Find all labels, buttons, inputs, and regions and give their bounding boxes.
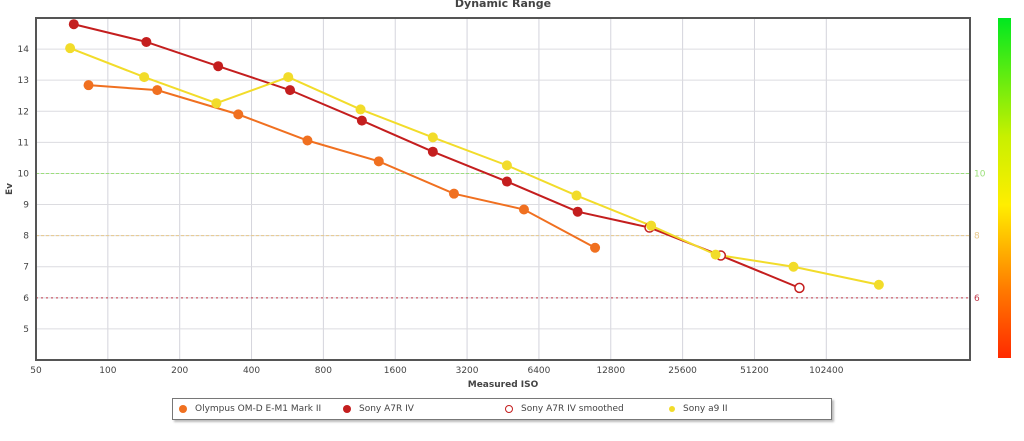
series-line bbox=[88, 84, 596, 249]
x-tick-label: 102400 bbox=[809, 366, 844, 376]
y-axis-label: Ev bbox=[5, 183, 15, 195]
data-point bbox=[873, 279, 884, 290]
legend-label: Olympus OM-D E-M1 Mark II bbox=[195, 404, 322, 414]
data-point bbox=[141, 36, 152, 47]
legend-item-olympus[interactable]: Olympus OM-D E-M1 Mark II bbox=[179, 404, 321, 414]
x-tick-label: 6400 bbox=[527, 366, 550, 376]
y-tick-label: 7 bbox=[23, 263, 29, 273]
data-point bbox=[211, 98, 222, 109]
reference-label-6: 6 bbox=[974, 294, 980, 304]
legend-marker bbox=[343, 405, 351, 413]
legend-marker bbox=[669, 406, 675, 412]
chart-title: Dynamic Range bbox=[455, 0, 551, 10]
data-point bbox=[65, 43, 76, 54]
y-tick-label: 5 bbox=[23, 325, 29, 335]
data-point bbox=[233, 109, 244, 120]
data-point bbox=[302, 135, 313, 146]
legend-item-a7riv[interactable]: Sony A7R IV bbox=[343, 404, 414, 414]
x-tick-label: 25600 bbox=[668, 366, 697, 376]
x-tick-label: 12800 bbox=[596, 366, 625, 376]
x-tick-label: 3200 bbox=[456, 366, 479, 376]
y-tick-label: 13 bbox=[18, 76, 29, 86]
x-tick-label: 51200 bbox=[740, 366, 769, 376]
reference-label-8: 8 bbox=[974, 232, 980, 242]
data-point bbox=[572, 206, 583, 217]
legend-marker bbox=[179, 405, 187, 413]
data-point bbox=[501, 176, 512, 187]
series-line bbox=[69, 47, 880, 286]
legend-item-a9ii[interactable]: Sony a9 II bbox=[669, 404, 728, 414]
y-tick-label: 12 bbox=[18, 107, 29, 117]
data-point bbox=[283, 72, 294, 83]
data-point bbox=[427, 146, 438, 157]
data-point bbox=[590, 242, 601, 253]
x-tick-label: 100 bbox=[99, 366, 116, 376]
y-tick-label: 14 bbox=[18, 45, 30, 55]
legend: Olympus OM-D E-M1 Mark II Sony A7R IV So… bbox=[172, 398, 832, 420]
data-point bbox=[518, 204, 529, 215]
x-tick-label: 400 bbox=[243, 366, 260, 376]
data-point bbox=[427, 132, 438, 143]
data-point bbox=[152, 85, 163, 96]
data-point bbox=[373, 156, 384, 167]
series-line bbox=[73, 23, 579, 213]
data-point bbox=[285, 85, 296, 96]
x-axis-label: Measured ISO bbox=[468, 380, 539, 390]
y-tick-label: 8 bbox=[23, 232, 29, 242]
plot-frame bbox=[35, 17, 971, 361]
legend-item-a7riv-smoothed[interactable]: Sony A7R IV smoothed bbox=[505, 404, 624, 414]
data-point bbox=[710, 249, 721, 260]
data-point bbox=[646, 220, 657, 231]
x-tick-label: 1600 bbox=[384, 366, 407, 376]
color-scale-bar bbox=[998, 18, 1011, 358]
legend-label: Sony A7R IV smoothed bbox=[521, 404, 624, 414]
data-point bbox=[448, 188, 459, 199]
data-point bbox=[501, 160, 512, 171]
data-point bbox=[356, 115, 367, 126]
y-tick-label: 10 bbox=[18, 169, 30, 179]
data-point bbox=[139, 72, 150, 83]
data-point bbox=[788, 261, 799, 272]
x-tick-label: 800 bbox=[315, 366, 332, 376]
data-point bbox=[83, 80, 94, 91]
y-tick-label: 11 bbox=[18, 138, 29, 148]
data-point bbox=[213, 61, 224, 72]
data-point bbox=[794, 282, 805, 294]
legend-label: Sony a9 II bbox=[683, 404, 728, 414]
legend-label: Sony A7R IV bbox=[359, 404, 414, 414]
reference-label-10: 10 bbox=[974, 169, 986, 179]
data-point bbox=[355, 104, 366, 115]
y-tick-label: 6 bbox=[23, 294, 29, 304]
x-tick-label: 200 bbox=[171, 366, 188, 376]
legend-marker bbox=[505, 405, 513, 413]
data-point bbox=[68, 19, 79, 30]
y-tick-label: 9 bbox=[23, 201, 29, 211]
x-tick-label: 50 bbox=[30, 366, 42, 376]
data-point bbox=[571, 190, 582, 201]
